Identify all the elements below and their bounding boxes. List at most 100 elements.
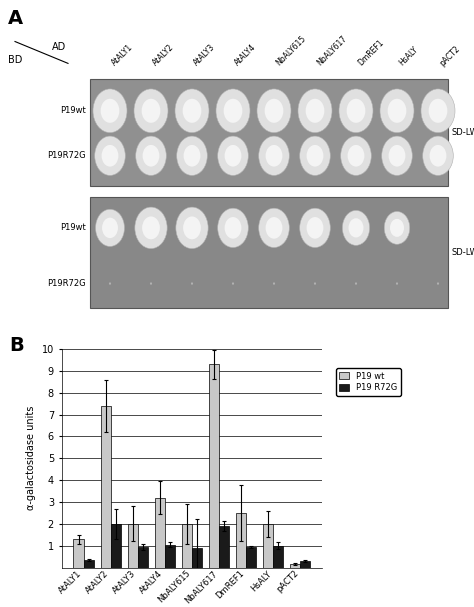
Bar: [100, 406, 111, 568]
Bar: [128, 524, 138, 568]
Ellipse shape: [264, 99, 283, 123]
Ellipse shape: [388, 99, 406, 123]
Ellipse shape: [176, 207, 208, 249]
Ellipse shape: [177, 136, 207, 175]
Ellipse shape: [100, 99, 119, 123]
Ellipse shape: [216, 89, 250, 133]
Bar: [90, 197, 448, 308]
Ellipse shape: [96, 209, 125, 246]
Ellipse shape: [384, 211, 410, 244]
Bar: [273, 546, 283, 568]
Ellipse shape: [259, 136, 289, 175]
Ellipse shape: [273, 282, 275, 285]
Ellipse shape: [300, 136, 330, 175]
Ellipse shape: [142, 217, 160, 239]
Text: AtALY3: AtALY3: [192, 43, 217, 68]
Ellipse shape: [265, 145, 283, 166]
Text: AtALY4: AtALY4: [233, 43, 258, 68]
Ellipse shape: [265, 217, 283, 239]
Ellipse shape: [95, 136, 125, 175]
Ellipse shape: [259, 208, 289, 248]
Text: NbALY617: NbALY617: [315, 35, 348, 68]
Text: AtALY2: AtALY2: [151, 43, 176, 68]
Text: P19wt: P19wt: [60, 223, 86, 232]
Ellipse shape: [225, 145, 241, 166]
Bar: [165, 544, 175, 568]
Ellipse shape: [342, 211, 370, 245]
Text: SD-LWH: SD-LWH: [452, 248, 474, 257]
Ellipse shape: [142, 99, 160, 123]
Y-axis label: α-galactosidase units: α-galactosidase units: [26, 406, 36, 510]
Text: HsALY: HsALY: [397, 45, 419, 68]
Ellipse shape: [437, 282, 439, 285]
Bar: [263, 524, 273, 568]
Ellipse shape: [390, 219, 404, 237]
Ellipse shape: [298, 89, 332, 133]
Ellipse shape: [314, 282, 316, 285]
Text: P19wt: P19wt: [60, 106, 86, 115]
Ellipse shape: [109, 282, 111, 285]
Ellipse shape: [134, 89, 168, 133]
Ellipse shape: [380, 89, 414, 133]
Bar: [138, 547, 148, 568]
Text: SD-LW: SD-LW: [452, 127, 474, 137]
Ellipse shape: [218, 136, 248, 175]
Ellipse shape: [257, 89, 291, 133]
Ellipse shape: [382, 136, 412, 175]
Bar: [290, 565, 300, 568]
Ellipse shape: [355, 282, 357, 285]
Ellipse shape: [143, 145, 159, 166]
Bar: [111, 524, 121, 568]
Ellipse shape: [136, 136, 166, 175]
Bar: [300, 561, 310, 568]
Ellipse shape: [346, 99, 365, 123]
Bar: [246, 547, 256, 568]
Ellipse shape: [339, 89, 373, 133]
Bar: [182, 524, 192, 568]
Text: BD: BD: [8, 55, 22, 64]
Ellipse shape: [307, 217, 323, 239]
Ellipse shape: [182, 99, 201, 123]
Ellipse shape: [429, 145, 447, 166]
Ellipse shape: [218, 208, 248, 248]
Ellipse shape: [428, 99, 447, 123]
Ellipse shape: [224, 99, 242, 123]
Ellipse shape: [135, 207, 167, 249]
Bar: [155, 498, 165, 568]
Text: pACT2: pACT2: [438, 44, 462, 68]
Ellipse shape: [306, 99, 324, 123]
Text: AtALY1: AtALY1: [110, 43, 135, 68]
Ellipse shape: [101, 145, 118, 166]
Text: P19R72G: P19R72G: [47, 151, 86, 160]
Text: A: A: [8, 8, 23, 28]
Text: B: B: [9, 336, 24, 355]
Ellipse shape: [389, 145, 405, 166]
Bar: [219, 526, 229, 568]
Bar: [236, 513, 246, 568]
Text: P19R72G: P19R72G: [47, 279, 86, 288]
Ellipse shape: [93, 89, 127, 133]
Ellipse shape: [225, 217, 241, 239]
Bar: [209, 364, 219, 568]
Ellipse shape: [232, 282, 234, 285]
Bar: [84, 560, 94, 568]
Bar: [192, 548, 202, 568]
Ellipse shape: [102, 218, 118, 238]
Ellipse shape: [347, 145, 365, 166]
Text: DmREF1: DmREF1: [356, 38, 385, 68]
Ellipse shape: [423, 136, 453, 175]
Ellipse shape: [183, 217, 201, 239]
Ellipse shape: [348, 219, 364, 237]
Bar: [90, 79, 448, 186]
Ellipse shape: [300, 208, 330, 248]
Ellipse shape: [175, 89, 209, 133]
Ellipse shape: [191, 282, 193, 285]
Text: AD: AD: [52, 41, 66, 52]
Bar: [73, 539, 84, 568]
Text: NbALY615: NbALY615: [274, 35, 308, 68]
Ellipse shape: [307, 145, 323, 166]
Ellipse shape: [396, 282, 398, 285]
Ellipse shape: [183, 145, 201, 166]
Ellipse shape: [421, 89, 455, 133]
Ellipse shape: [341, 136, 371, 175]
